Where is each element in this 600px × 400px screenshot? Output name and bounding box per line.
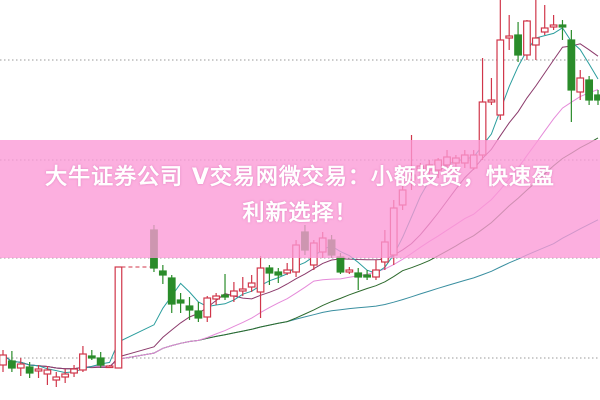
candle-body [514,34,522,56]
candle [167,275,176,313]
candle-body [212,295,221,300]
candle-body [61,373,70,378]
candle [540,5,549,35]
candle [221,274,229,300]
candle-body [523,20,531,56]
candle-body [345,269,354,273]
candle [505,15,514,50]
candle-body [43,369,52,375]
candle [70,365,78,377]
candle [0,350,7,372]
candle-body [16,363,25,369]
candle [176,293,185,313]
candle-body [114,266,123,369]
candle-body [247,282,256,288]
candle-body [567,39,576,91]
candle-body [531,37,540,46]
candle [79,346,87,372]
candle-body [558,24,567,28]
candle [274,268,283,283]
candle [283,263,292,275]
candle-body [372,269,380,278]
candle-body [576,77,585,93]
candle [203,296,212,322]
candle [576,70,585,100]
candle [96,352,105,368]
candle-body [229,290,238,297]
candle-body [221,294,229,298]
candle [194,302,203,322]
candle [158,265,167,284]
candle [87,350,96,360]
candle-body [496,39,505,116]
candle [238,277,247,296]
candle [487,78,496,105]
candle [523,20,531,60]
candle-body [256,267,265,293]
candle-body [158,270,167,276]
candle-body [185,305,194,311]
candle-body [238,288,247,292]
banner-line-2: 利新选择！ [242,201,358,226]
candle [114,266,123,369]
candle-body [283,269,292,274]
candle-body [194,310,203,319]
candle [52,372,61,387]
candle-body [34,368,43,372]
candle-body [87,355,96,359]
candle-body [96,357,105,366]
candle [585,76,594,105]
candle [16,358,25,376]
candle [229,282,238,302]
candle-body [505,35,514,39]
candle [594,90,600,105]
candle [7,351,16,372]
candle [567,30,576,122]
candle-body [594,94,600,101]
candle-body [354,272,363,278]
candle-body [585,79,594,101]
candle [514,22,522,62]
candle [531,0,540,60]
candle-body [540,27,549,33]
candle [25,362,34,378]
candle-body [70,368,78,374]
candle [61,369,70,383]
candle-body [549,24,558,28]
candle-body [363,274,372,278]
candle [105,365,114,369]
candle-body [265,267,274,274]
candle-body [79,353,87,371]
promo-banner [0,140,600,258]
candle-body [487,99,496,103]
candle-body [167,277,176,305]
candle-body [7,360,16,369]
candle-body [203,297,212,318]
banner-line-1: 大牛证券公司 V交易网微交易：小额投资，快速盈 [45,165,555,190]
candle-body [105,365,114,369]
candle [558,20,567,40]
candle [354,268,363,290]
candle [345,267,354,274]
candle-body [52,376,61,381]
candle [265,265,274,285]
candle [256,256,265,318]
candle-body [274,271,283,276]
promo-banner-text: 大牛证券公司 V交易网微交易：小额投资，快速盈 利新选择！ [0,160,600,232]
candle-body [336,256,345,273]
candle [34,365,43,378]
candle [43,366,52,385]
candle [212,293,221,305]
candle [372,260,380,280]
candle [549,15,558,30]
candle [185,297,194,320]
candle [496,0,505,120]
candle [247,275,256,292]
candle-body [0,354,7,366]
candle-body [176,299,185,304]
candle-body [25,366,34,374]
candle [363,270,372,280]
